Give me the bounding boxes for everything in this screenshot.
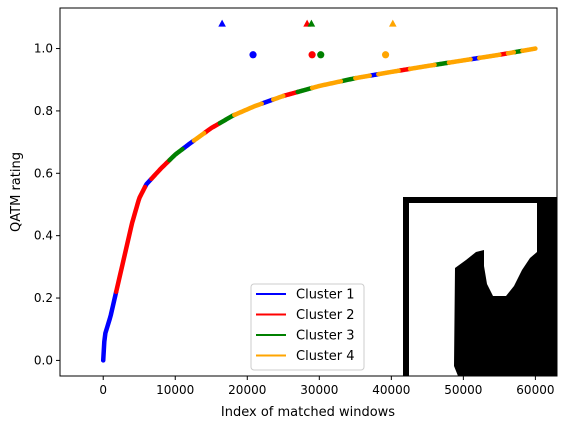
curve-segment-cluster-2	[201, 120, 223, 136]
legend-label-cluster-1: Cluster 1	[296, 288, 355, 303]
curve-segment-cluster-4	[309, 79, 344, 91]
data-curve-layer	[100, 46, 538, 363]
curve-segment-cluster-4	[476, 52, 502, 61]
cluster-3-triangle-marker	[307, 19, 316, 27]
curve-segment-cluster-2	[113, 184, 148, 295]
x-tick-label: 60000	[516, 383, 554, 397]
curve-segment-cluster-4	[520, 46, 538, 54]
legend-label-cluster-2: Cluster 2	[296, 308, 355, 323]
x-tick-label: 30000	[300, 383, 338, 397]
curve-segment-cluster-4	[191, 131, 207, 143]
y-axis: 0.0 0.2 0.4 0.6 0.8 1.0	[34, 42, 60, 367]
curve-segment-cluster-4	[376, 68, 401, 77]
curve-segment-cluster-3	[217, 112, 237, 126]
curve-segment-cluster-4	[505, 50, 517, 56]
cluster-4-circle-marker	[381, 51, 390, 59]
x-tick-label: 50000	[444, 383, 482, 397]
curve-segment-cluster-3	[432, 60, 452, 68]
cluster-1-triangle-marker	[218, 19, 226, 27]
curve-segment-cluster-4	[232, 101, 264, 118]
y-tick-label: 1.0	[34, 42, 53, 56]
cluster-marker-layer	[218, 19, 397, 59]
cluster-1-circle-marker	[249, 51, 257, 59]
legend-label-cluster-3: Cluster 3	[296, 329, 355, 344]
legend: Cluster 1 Cluster 2 Cluster 3 Cluster 4	[250, 283, 365, 371]
curve-segment-cluster-4	[407, 62, 437, 72]
x-tick-label: 10000	[156, 383, 194, 397]
y-axis-label: QATM rating	[9, 152, 24, 232]
y-tick-label: 0.2	[34, 291, 53, 305]
x-tick-label: 20000	[228, 383, 266, 397]
curve-segment-cluster-2	[149, 157, 172, 181]
x-axis-label: Index of matched windows	[221, 405, 395, 420]
curve-segment-cluster-3	[167, 146, 185, 163]
x-axis: 0 10000 20000 30000 40000 50000 60000	[99, 376, 554, 397]
curve-segment-cluster-3	[295, 85, 315, 95]
data-point-origin	[101, 358, 106, 363]
x-tick-label: 0	[99, 383, 107, 397]
plot-frame	[59, 7, 558, 377]
y-tick-label: 0.4	[34, 229, 53, 243]
curve-segment-cluster-4	[270, 93, 286, 102]
curve-segment-cluster-1	[100, 289, 119, 363]
cluster-3-circle-marker	[317, 51, 325, 59]
y-tick-label: 0.0	[34, 353, 53, 367]
curve-segment-cluster-4	[353, 73, 372, 81]
y-tick-label: 0.6	[34, 166, 53, 180]
curve-segment-cluster-3	[338, 75, 358, 84]
curve-segment-cluster-1	[180, 138, 197, 152]
curve-segment-cluster-4	[446, 57, 473, 65]
cluster-4-triangle-marker	[389, 19, 397, 27]
inset-mask-image	[403, 197, 557, 376]
x-tick-label: 40000	[372, 383, 410, 397]
curve-segment-cluster-2	[281, 89, 300, 99]
legend-box	[250, 283, 365, 371]
y-tick-label: 0.8	[34, 104, 53, 118]
cluster-2-circle-marker	[308, 51, 316, 59]
legend-label-cluster-4: Cluster 4	[296, 349, 355, 364]
